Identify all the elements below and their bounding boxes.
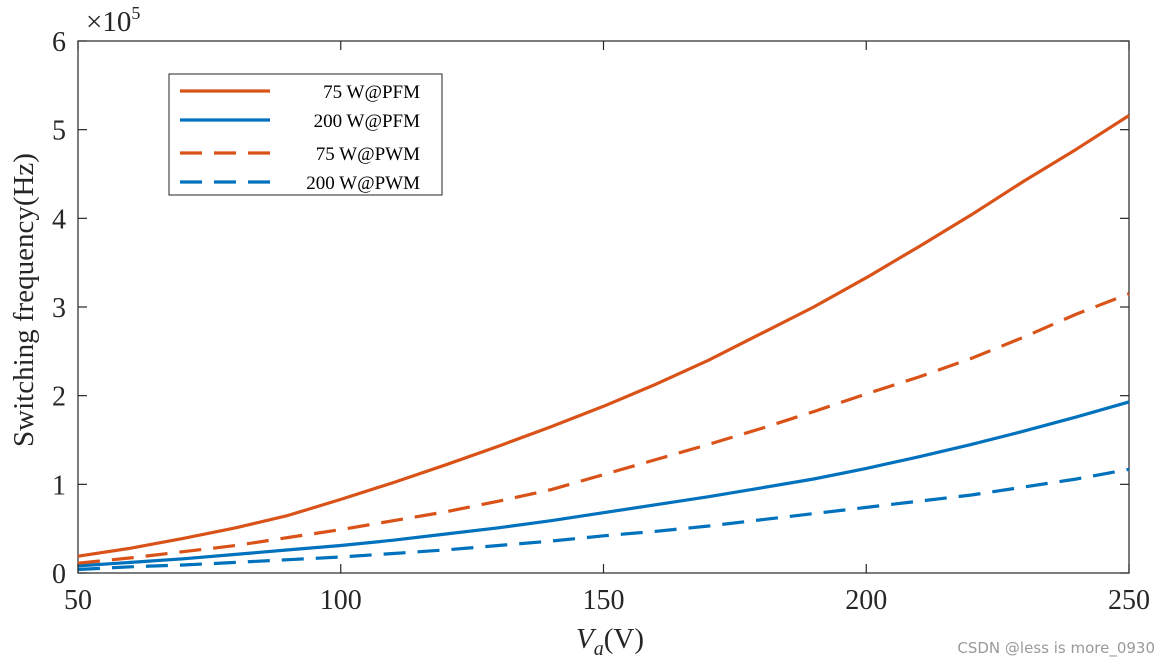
y-axis-title: Switching frequency(Hz)	[8, 153, 40, 447]
series-line-200-w-pwm	[77, 467, 1130, 572]
series-line-75-w-pfm	[77, 114, 1130, 558]
y-tick-label-5: 5	[52, 116, 66, 147]
x-tick-label-100: 100	[320, 585, 362, 616]
y-tick-label-4: 4	[52, 204, 66, 235]
legend: 75 W@PFM 200 W@PFM 75 W@PWM 200 W@PWM	[168, 73, 443, 196]
legend-label-1: 200 W@PFM	[314, 111, 420, 132]
legend-label-2: 75 W@PWM	[316, 144, 420, 165]
y-tick-label-1: 1	[52, 470, 66, 501]
x-tick-label-250: 250	[1108, 585, 1150, 616]
legend-label-0: 75 W@PFM	[323, 82, 420, 103]
series-line-75-w-pwm	[77, 292, 1130, 565]
series-line-200-w-pfm	[77, 400, 1130, 568]
watermark: CSDN @less is more_0930	[957, 639, 1155, 657]
legend-label-3: 200 W@PWM	[306, 173, 420, 194]
x-tick-label-50: 50	[64, 585, 92, 616]
y-tick-label-3: 3	[52, 293, 66, 324]
y-tick-label-2: 2	[52, 382, 66, 413]
series-layer	[77, 114, 1130, 572]
y-multiplier: ×105	[86, 3, 140, 38]
y-tick-label-0: 0	[52, 559, 66, 590]
x-tick-label-200: 200	[845, 585, 887, 616]
x-axis-title: Va(V)	[576, 623, 644, 660]
ticks-layer: 50 100 150 200 250 0 1 2 3 4 5 6	[52, 27, 1150, 616]
y-tick-label-6: 6	[52, 27, 66, 58]
legend-box	[168, 73, 443, 196]
x-tick-label-150: 150	[583, 585, 625, 616]
